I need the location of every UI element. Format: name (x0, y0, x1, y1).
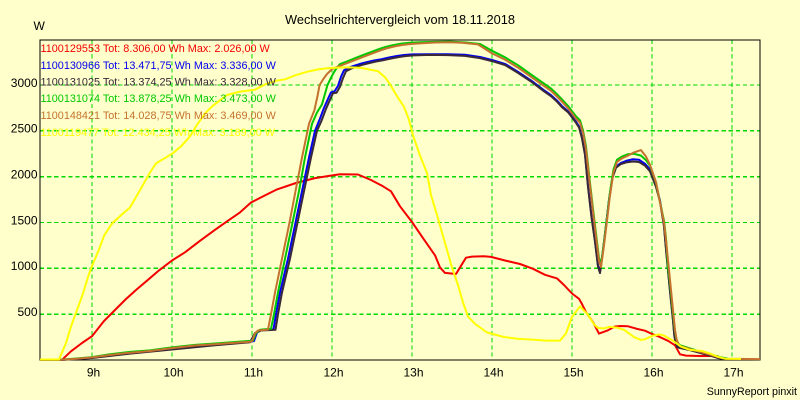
svg-text:11h: 11h (244, 365, 263, 379)
svg-text:W: W (34, 19, 46, 33)
svg-text:17h: 17h (723, 365, 743, 379)
svg-text:3000: 3000 (11, 76, 38, 90)
svg-text:1000: 1000 (11, 259, 38, 273)
svg-text:500: 500 (17, 305, 37, 319)
svg-text:14h: 14h (483, 365, 503, 379)
svg-text:2500: 2500 (11, 122, 38, 136)
svg-text:15h: 15h (563, 365, 583, 379)
svg-text:10h: 10h (163, 365, 183, 379)
svg-text:1100131074 Tot: 13.878,25 Wh M: 1100131074 Tot: 13.878,25 Wh Max: 3.473,… (41, 93, 277, 105)
svg-text:12h: 12h (323, 365, 343, 379)
svg-text:Wechselrichtervergleich vom 18: Wechselrichtervergleich vom 18.11.2018 (285, 12, 515, 27)
svg-text:13h: 13h (403, 365, 423, 379)
svg-text:2000: 2000 (11, 168, 38, 182)
svg-text:1100148421 Tot: 14.028,75 Wh M: 1100148421 Tot: 14.028,75 Wh Max: 3.469,… (41, 110, 277, 122)
svg-text:1100131025 Tot: 13.374,25 Wh M: 1100131025 Tot: 13.374,25 Wh Max: 3.328,… (41, 77, 277, 89)
svg-text:9h: 9h (87, 365, 100, 379)
svg-text:1100130966 Tot: 13.471,75 Wh M: 1100130966 Tot: 13.471,75 Wh Max: 3.336,… (41, 60, 277, 72)
svg-text:1500: 1500 (11, 213, 38, 227)
svg-text:1100129553 Tot: 8.306,00 Wh Ma: 1100129553 Tot: 8.306,00 Wh Max: 2.026,0… (41, 43, 271, 55)
svg-text:1100119477 Tot: 12.434,25 Wh M: 1100119477 Tot: 12.434,25 Wh Max: 3.189,… (41, 127, 276, 139)
svg-text:SunnyReport pinxit: SunnyReport pinxit (707, 386, 797, 398)
svg-text:16h: 16h (643, 365, 663, 379)
